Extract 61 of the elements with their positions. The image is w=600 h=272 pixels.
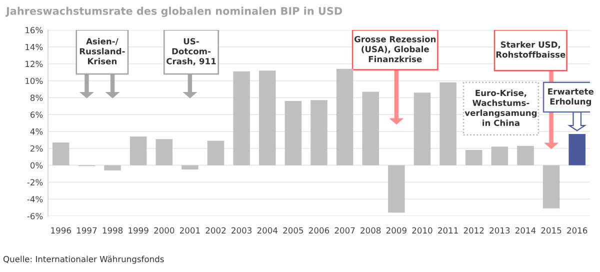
bar — [517, 146, 534, 166]
x-tick-label: 2003 — [232, 227, 252, 234]
x-tick-label: 2001 — [180, 227, 200, 234]
bar — [310, 100, 328, 166]
bar — [336, 68, 354, 166]
bar — [542, 165, 560, 208]
x-tick-label: 2000 — [154, 227, 174, 234]
bar — [568, 134, 586, 166]
y-tick-label: -4% — [27, 196, 43, 202]
x-tick-label: 2002 — [206, 227, 226, 234]
bar — [130, 136, 147, 166]
bar — [414, 92, 431, 166]
y-tick-label: 4% — [30, 128, 43, 135]
x-tick-label: 2009 — [386, 227, 406, 234]
y-tick-label: 6% — [30, 112, 43, 118]
x-tick-label: 2014 — [515, 227, 536, 234]
x-tick-label: 1998 — [102, 227, 123, 234]
x-tick-label: 2015 — [541, 227, 562, 234]
x-tick-label: 2016 — [567, 227, 588, 234]
annotation: Grosse Rezession (USA), Globale Finanzkrise — [354, 36, 436, 62]
y-tick-label: 12% — [26, 60, 43, 68]
x-tick-label: 2008 — [360, 227, 381, 234]
bar — [388, 165, 405, 213]
annotation: Euro-Krise, Wachstums- verlangsamung in China — [464, 90, 537, 126]
y-tick-label: 0% — [30, 162, 43, 169]
bar — [207, 140, 224, 166]
source-note: Quelle: Internationaler Währungsfonds — [3, 256, 164, 264]
x-tick-label: 2005 — [283, 227, 304, 234]
bar — [104, 165, 121, 170]
y-tick-label: 2% — [30, 145, 43, 152]
x-tick-label: 2007 — [334, 227, 355, 234]
annotation: Erwartete Erholung — [548, 88, 594, 106]
x-tick-label: 2012 — [464, 227, 484, 234]
y-tick-label: 8% — [30, 94, 43, 101]
x-tick-label: 2011 — [438, 227, 458, 234]
bar — [465, 150, 482, 166]
y-tick-label: 14% — [26, 44, 43, 50]
x-tick-label: 2013 — [490, 227, 510, 234]
annotation: Asien-/ Russland- Krisen — [80, 38, 125, 64]
annotation: Starker USD, Rohstoffbaisse — [496, 41, 566, 58]
y-tick-label: 10% — [26, 78, 43, 84]
bar — [440, 82, 456, 166]
x-tick-label: 2004 — [257, 227, 278, 234]
bar — [182, 165, 198, 170]
x-tick-label: 2010 — [412, 227, 432, 234]
x-tick-label: 1999 — [128, 227, 148, 234]
annotation: US- Dotcom- Crash, 911 — [166, 38, 216, 66]
bar — [258, 70, 276, 166]
bar — [362, 92, 380, 166]
y-tick-label: 16% — [26, 26, 43, 34]
bar — [156, 139, 173, 166]
x-tick-label: 2006 — [309, 227, 330, 234]
bar — [233, 71, 250, 166]
x-tick-label: 1997 — [77, 227, 97, 234]
x-tick-label: 1996 — [51, 227, 71, 234]
y-tick-label: -6% — [27, 212, 43, 220]
bar — [491, 146, 508, 166]
chart-title: Jahreswachstumsrate des globalen nominalen BIP in USD — [5, 6, 342, 17]
y-tick-label: -2% — [27, 179, 43, 186]
bar — [284, 101, 302, 166]
bar — [52, 142, 70, 166]
